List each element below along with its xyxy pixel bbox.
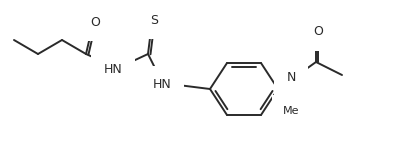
Text: Me: Me — [282, 106, 298, 116]
Text: N: N — [286, 72, 295, 84]
Text: O: O — [312, 26, 322, 39]
Text: HN: HN — [152, 78, 171, 92]
Text: HN: HN — [103, 63, 122, 76]
Text: S: S — [150, 14, 158, 27]
Text: O: O — [90, 15, 100, 28]
